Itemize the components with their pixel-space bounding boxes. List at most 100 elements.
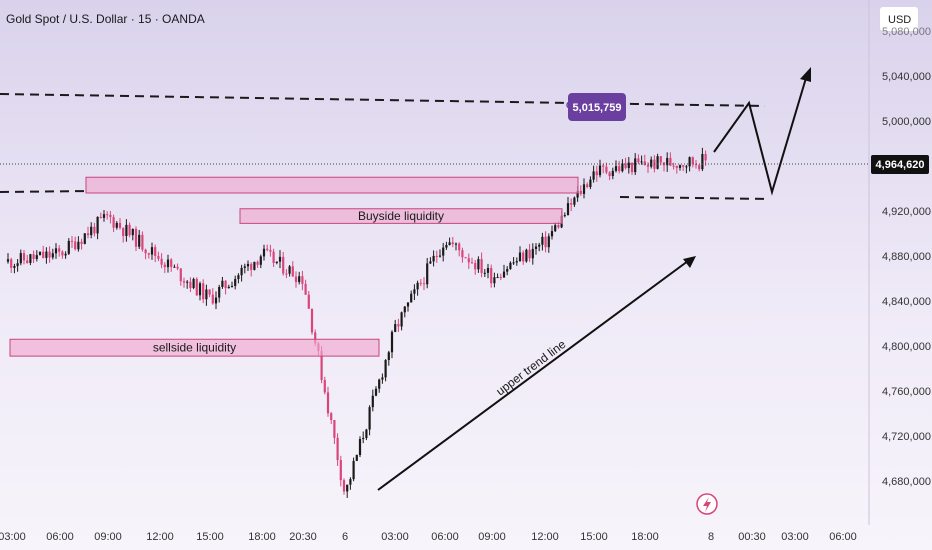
projection-arrowhead <box>800 67 811 82</box>
candle-body <box>506 268 509 272</box>
candle-body <box>19 253 22 264</box>
x-tick-label: 03:00 <box>381 531 409 543</box>
candle-body <box>419 282 422 284</box>
candle-body <box>96 216 99 234</box>
candle-body <box>403 306 406 313</box>
candle-body <box>579 190 582 194</box>
candle-body <box>570 203 573 205</box>
candle-body <box>307 294 310 309</box>
y-tick-label: 5,000,000 <box>882 116 931 128</box>
candle-body <box>64 253 67 256</box>
candle-body <box>362 438 365 440</box>
candle-body <box>22 253 26 261</box>
candle-body <box>339 460 342 481</box>
candle-body <box>525 249 528 262</box>
target-dashed-line <box>0 93 766 107</box>
candle-body <box>659 156 662 163</box>
candle-body <box>48 251 51 258</box>
candle-body <box>432 255 435 262</box>
candle-body <box>154 247 157 257</box>
candle-body <box>557 225 560 228</box>
candle-body <box>330 413 333 421</box>
x-tick-label: 15:00 <box>580 531 608 543</box>
liquidity-zone-2 <box>85 176 579 194</box>
candle-body <box>198 283 202 296</box>
left-dashed-line <box>0 190 91 193</box>
candle-body <box>672 165 675 167</box>
candle-body <box>563 215 566 217</box>
candle-body <box>483 272 486 274</box>
candle-body <box>554 225 557 232</box>
candle-body <box>301 276 304 284</box>
candle-body <box>368 407 371 430</box>
candle-body <box>413 289 416 294</box>
candle-body <box>13 266 16 268</box>
candle-body <box>534 246 538 249</box>
candle-body <box>669 157 672 166</box>
candle-body <box>470 262 474 264</box>
candle-body <box>77 241 80 250</box>
candle-body <box>282 256 285 274</box>
candle-body <box>406 302 410 307</box>
candle-body <box>240 267 243 276</box>
candle-body <box>592 171 595 180</box>
candle-body <box>346 484 349 492</box>
candle-body <box>323 379 326 393</box>
candle-body <box>93 226 96 234</box>
candle-body <box>112 217 115 228</box>
target-level-tag <box>568 93 626 121</box>
candle-body <box>451 242 454 245</box>
candle-body <box>262 248 266 257</box>
candle-body <box>611 170 614 177</box>
candle-body <box>349 479 352 485</box>
x-tick-label: 6 <box>342 531 348 543</box>
candle-body <box>45 251 48 258</box>
candle-body <box>256 261 259 265</box>
x-tick-label: 06:00 <box>431 531 459 543</box>
candle-body <box>26 260 29 263</box>
candle-body <box>685 166 688 168</box>
candle-body <box>285 273 288 275</box>
x-tick-label: 00:30 <box>738 531 766 543</box>
candle-body <box>342 480 346 492</box>
liquidity-zone-0 <box>9 338 380 357</box>
currency-button[interactable]: USD <box>879 6 919 32</box>
current-price-tag <box>871 155 929 174</box>
candle-body <box>122 227 125 237</box>
candle-body <box>387 352 390 360</box>
candle-body <box>163 264 166 268</box>
candle-body <box>243 266 246 268</box>
candle-body <box>99 216 102 218</box>
candle-body <box>211 294 214 304</box>
candle-body <box>118 222 122 228</box>
candle-body <box>461 250 464 258</box>
candle-body <box>598 165 602 176</box>
candle-body <box>304 283 307 295</box>
candle-body <box>410 293 413 303</box>
candle-body <box>499 277 502 279</box>
candle-body <box>576 190 579 198</box>
candle-body <box>502 271 506 278</box>
x-tick-label: 06:00 <box>829 531 857 543</box>
candle-body <box>176 266 179 269</box>
candle-body <box>422 283 426 285</box>
candle-body <box>157 256 160 259</box>
candle-body <box>336 437 339 461</box>
candle-body <box>70 240 74 242</box>
candle-body <box>627 162 630 169</box>
candle-body <box>646 164 650 167</box>
candle-body <box>195 278 198 296</box>
candle-body <box>227 286 230 289</box>
candle-body <box>656 156 659 169</box>
candle-body <box>477 259 480 270</box>
candle-body <box>390 331 394 353</box>
candle-body <box>640 161 643 163</box>
liquidity-zone-1 <box>239 208 563 224</box>
candle-body <box>544 236 547 248</box>
candle-body <box>624 163 627 169</box>
candles <box>6 147 707 498</box>
candle-body <box>294 276 298 283</box>
candle-body <box>298 276 301 283</box>
